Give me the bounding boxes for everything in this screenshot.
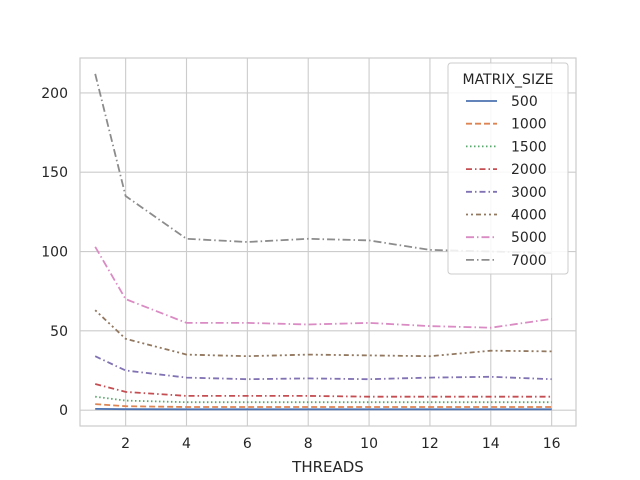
series-line-1500 — [95, 395, 552, 404]
series-line-3000 — [94, 355, 552, 381]
legend-title: MATRIX_SIZE — [462, 72, 553, 88]
x-tick-label: 8 — [304, 436, 313, 452]
legend-label-500: 500 — [511, 94, 538, 110]
x-tick-label: 16 — [543, 436, 561, 452]
legend: MATRIX_SIZE 500 1000 1500 2000 3000 4000 5000 7… — [447, 62, 569, 275]
legend-label-4000: 4000 — [511, 208, 547, 224]
legend-label-5000: 5000 — [511, 230, 547, 246]
x-tick-label: 4 — [182, 436, 191, 452]
legend-box — [447, 62, 569, 275]
x-tick-label: 14 — [482, 436, 500, 452]
y-tick-label: 150 — [41, 165, 68, 181]
x-axis-label: THREADS — [291, 458, 364, 476]
legend-label-1500: 1500 — [511, 139, 547, 155]
y-tick-label: 100 — [41, 245, 68, 261]
series-line-2000 — [94, 383, 552, 398]
y-axis-ticks: 0 50 100 150 200 — [41, 86, 68, 419]
x-tick-label: 6 — [243, 436, 252, 452]
legend-label-3000: 3000 — [511, 185, 547, 201]
series-line-1000 — [95, 403, 552, 408]
y-tick-label: 50 — [50, 324, 68, 340]
legend-label-7000: 7000 — [511, 253, 547, 269]
series-line-5000 — [94, 246, 552, 329]
legend-label-1000: 1000 — [511, 117, 547, 133]
x-tick-label: 10 — [360, 436, 378, 452]
plot-frame — [79, 57, 577, 427]
x-axis-ticks: 2 4 6 8 10 12 14 16 — [121, 436, 560, 452]
x-tick-label: 12 — [421, 436, 439, 452]
y-tick-label: 0 — [59, 403, 68, 419]
legend-label-2000: 2000 — [511, 162, 547, 178]
series-line-4000 — [94, 309, 552, 358]
y-tick-label: 200 — [41, 86, 68, 102]
series-lines — [94, 73, 552, 411]
x-tick-label: 2 — [121, 436, 130, 452]
